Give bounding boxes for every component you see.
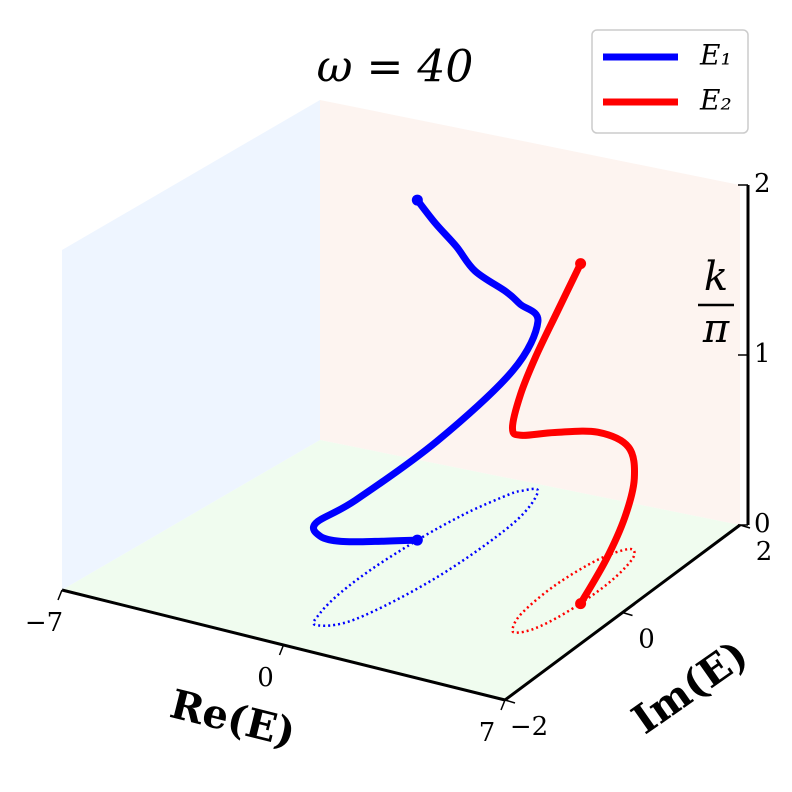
legend-label: E₁: [699, 39, 732, 72]
z-tick-label: 0: [754, 509, 771, 539]
legend-label: E₂: [699, 84, 732, 117]
panes: [62, 100, 740, 700]
curve: [508, 260, 639, 608]
curve-endpoint: [411, 194, 423, 206]
y-tick-label: 0: [638, 625, 655, 655]
x-tick: [500, 699, 506, 711]
chart-title: ω = 40: [317, 42, 474, 93]
curve: [310, 196, 542, 546]
pane-floor: [62, 440, 740, 700]
legend: E₁ E₂: [591, 29, 749, 134]
z-tick-label: 2: [754, 169, 771, 199]
x-tick: [278, 644, 285, 656]
projections: [312, 487, 636, 634]
x-tick-label: −7: [25, 608, 63, 638]
x-axis-label: Re(E): [166, 680, 301, 756]
y-tick-label: 2: [756, 537, 773, 567]
z-axis-label-numerator: k: [704, 254, 728, 300]
x-tick-label: 7: [479, 718, 496, 748]
curve-endpoint: [411, 534, 423, 546]
pane-left: [62, 100, 320, 590]
y-tick: [504, 699, 516, 704]
y-tick-label: −2: [510, 712, 548, 742]
y-tick: [622, 611, 633, 617]
curve-endpoint: [575, 258, 587, 270]
x-tick: [57, 589, 63, 601]
curve-endpoint: [575, 598, 587, 610]
curves: [310, 194, 639, 610]
floor-projection: [312, 487, 540, 627]
floor-projection: [511, 547, 636, 634]
x-tick-label: 0: [257, 663, 274, 693]
z-tick-label: 1: [754, 339, 771, 369]
z-axis-label-denominator: π: [702, 306, 730, 352]
